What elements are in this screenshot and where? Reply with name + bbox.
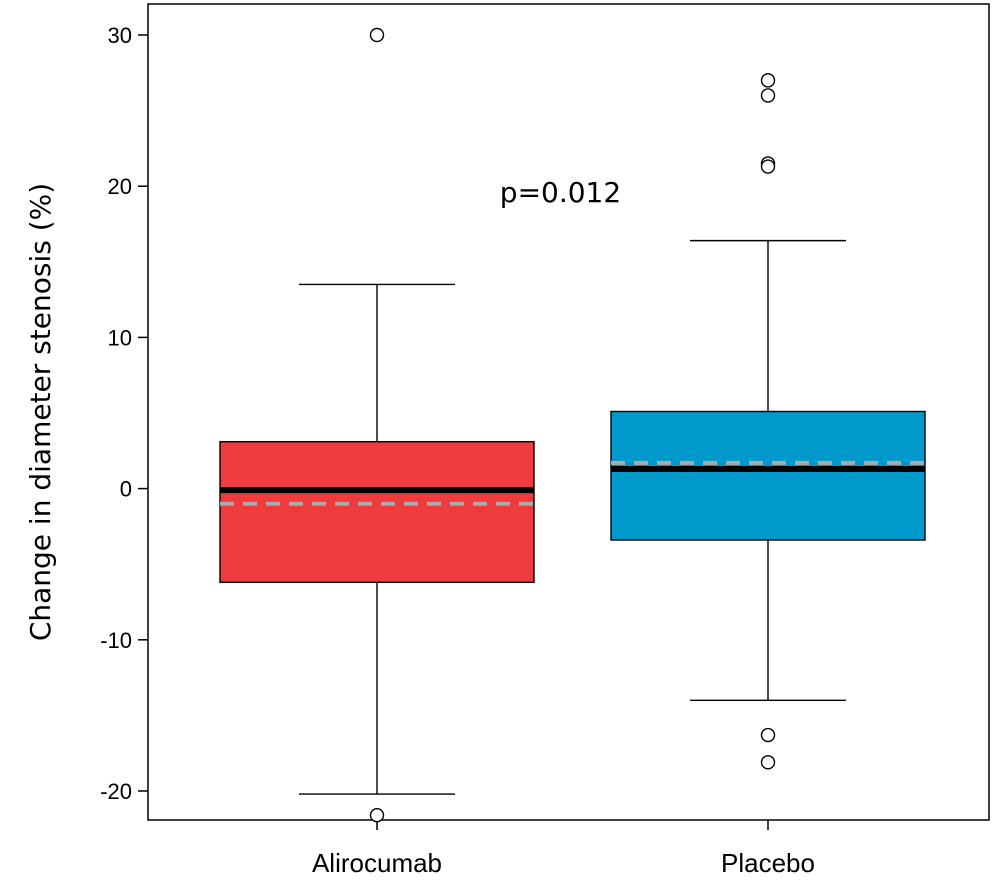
y-tick-label: 30 [108,23,132,48]
y-tick-label: 10 [108,325,132,350]
p-value-annotation: p=0.012 [500,176,621,209]
box-group-alirocumab [219,27,535,823]
box-iqr [610,410,926,541]
x-axis: Alirocumab Placebo [312,820,815,878]
y-tick-label: 20 [108,174,132,199]
outlier-point [760,88,776,103]
outlier-point [760,159,776,174]
box-iqr [219,441,535,584]
outlier-point [760,755,776,770]
y-tick-label: -20 [100,779,132,804]
y-tick-label: -10 [100,628,132,653]
x-tick-label: Alirocumab [312,848,442,878]
box-group-placebo [610,73,926,770]
outlier-point [369,27,385,43]
outlier-point [369,807,385,823]
plot-frame [147,3,990,821]
y-axis: 30 20 10 0 -10 -20 [100,23,148,804]
boxes [219,27,926,823]
y-tick-label: 0 [120,477,132,502]
annotations: p=0.012 [500,176,621,209]
outlier-point [760,727,776,743]
y-axis-title: Change in diameter stenosis (%) [24,183,57,641]
x-tick-label: Placebo [721,848,815,878]
outlier-point [760,73,776,88]
